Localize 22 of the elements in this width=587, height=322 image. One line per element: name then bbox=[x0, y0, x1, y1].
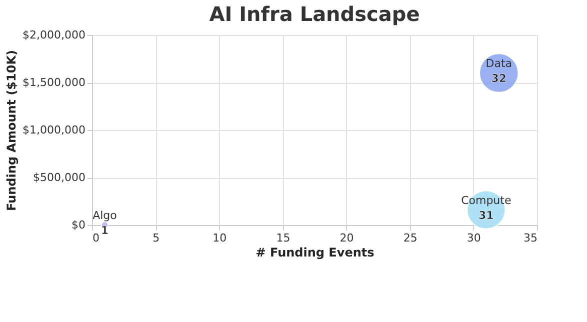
x-tick-label: 25 bbox=[403, 232, 418, 244]
series-label: Compute bbox=[461, 194, 512, 207]
x-tick-label: 20 bbox=[340, 232, 354, 244]
x-tick-label: 30 bbox=[466, 232, 481, 244]
chart-title: AI Infra Landscape bbox=[209, 2, 420, 26]
y-tick-label: $0 bbox=[72, 218, 86, 232]
series-label: Algo bbox=[92, 209, 118, 222]
y-tick-label: $500,000 bbox=[33, 171, 86, 184]
x-tick-label: 15 bbox=[276, 232, 290, 244]
x-tick-label: 0 bbox=[92, 232, 100, 244]
x-axis-title: # Funding Events bbox=[256, 246, 374, 260]
y-axis-title: Funding Amount ($10K) bbox=[4, 50, 19, 212]
x-tick-label: 35 bbox=[524, 232, 538, 244]
x-tick-label: 10 bbox=[212, 232, 227, 244]
series-label: Data bbox=[486, 57, 512, 70]
y-tick-label: $1,500,000 bbox=[22, 76, 86, 89]
x-tick-label: 5 bbox=[152, 232, 160, 244]
y-tick-label: $2,000,000 bbox=[22, 28, 86, 42]
annotation: 32 bbox=[491, 72, 507, 85]
annotation: 1 bbox=[100, 224, 109, 237]
annotation: 31 bbox=[478, 208, 494, 222]
y-tick-label: $1,000,000 bbox=[22, 124, 86, 136]
